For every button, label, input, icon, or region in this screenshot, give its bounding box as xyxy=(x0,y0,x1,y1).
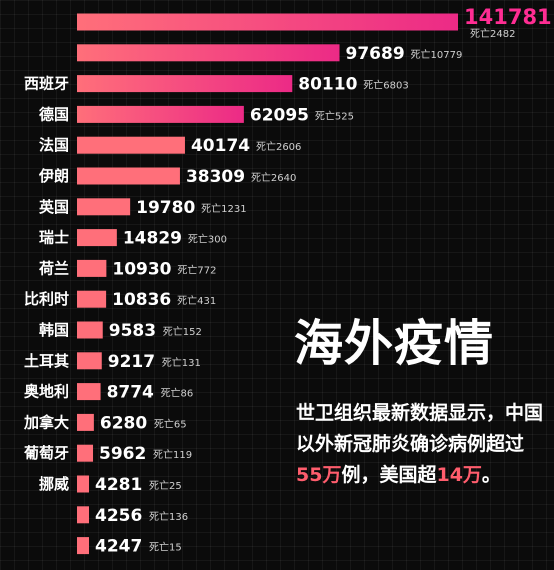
value-label: 10836 xyxy=(112,290,171,310)
bar xyxy=(77,321,103,339)
value-label: 8774 xyxy=(107,383,154,403)
deaths-label: 死亡6803 xyxy=(363,79,408,92)
note-text-2: 例，美国超 xyxy=(341,464,437,486)
value-label: 14829 xyxy=(123,229,182,249)
value-label: 4281 xyxy=(95,475,142,495)
bar xyxy=(77,13,458,31)
deaths-label: 死亡2482 xyxy=(470,27,515,40)
bar xyxy=(77,75,293,93)
deaths-label: 死亡131 xyxy=(162,356,201,369)
value-label: 6280 xyxy=(100,413,147,433)
value-label: 9217 xyxy=(108,352,155,372)
bar xyxy=(77,259,107,277)
deaths-label: 死亡525 xyxy=(315,109,354,122)
bar xyxy=(77,198,131,216)
country-label: 英国 xyxy=(39,198,69,216)
country-label: 加拿大 xyxy=(23,413,69,431)
bar xyxy=(77,383,101,401)
bar xyxy=(77,444,94,462)
bar xyxy=(77,229,117,247)
bar xyxy=(77,105,244,123)
value-label: 4256 xyxy=(95,506,142,526)
value-label: 40174 xyxy=(191,136,250,156)
country-label: 伊朗 xyxy=(38,167,69,185)
bar xyxy=(77,506,89,524)
note-highlight-1: 55万 xyxy=(296,464,342,486)
country-label: 韩国 xyxy=(39,321,69,339)
value-label: 9583 xyxy=(109,321,156,341)
deaths-label: 死亡2640 xyxy=(251,171,296,184)
deaths-label: 死亡65 xyxy=(154,417,187,430)
value-label: 97689 xyxy=(346,44,405,64)
bar xyxy=(77,352,102,370)
country-label: 奥地利 xyxy=(24,383,69,401)
country-label: 挪威 xyxy=(39,475,69,493)
note-highlight-2: 14万 xyxy=(436,464,482,486)
deaths-label: 死亡300 xyxy=(188,233,227,246)
value-label: 80110 xyxy=(298,75,357,95)
country-label: 土耳其 xyxy=(24,352,69,370)
note-text-3: 。 xyxy=(481,464,501,486)
country-label: 比利时 xyxy=(24,290,69,308)
deaths-label: 死亡772 xyxy=(177,263,216,276)
value-label: 5962 xyxy=(99,444,146,464)
chart-title: 海外疫情 xyxy=(294,314,495,372)
deaths-label: 死亡136 xyxy=(149,510,188,523)
bar xyxy=(77,413,94,431)
deaths-label: 死亡1231 xyxy=(201,202,246,215)
value-label: 19780 xyxy=(136,198,195,218)
note-text-1: 世卫组织最新数据显示，中国以外新冠肺炎确诊病例超过 xyxy=(296,402,544,455)
bar xyxy=(77,290,107,308)
bar xyxy=(77,44,340,62)
deaths-label: 死亡10779 xyxy=(411,48,463,61)
value-label: 62095 xyxy=(250,105,309,125)
country-label: 瑞士 xyxy=(39,229,69,247)
country-label: 荷兰 xyxy=(39,259,69,277)
deaths-label: 死亡152 xyxy=(163,325,202,338)
deaths-label: 死亡86 xyxy=(161,387,194,400)
summary-note: 世卫组织最新数据显示，中国以外新冠肺炎确诊病例超过 55万例，美国超14万。 xyxy=(296,398,546,491)
bar xyxy=(77,475,89,493)
bar xyxy=(77,167,180,185)
value-label: 4247 xyxy=(95,537,142,557)
country-label: 法国 xyxy=(39,136,69,154)
country-label: 葡萄牙 xyxy=(23,444,69,462)
deaths-label: 死亡2606 xyxy=(256,140,301,153)
value-label: 38309 xyxy=(186,167,245,187)
deaths-label: 死亡25 xyxy=(149,479,182,492)
deaths-label: 死亡431 xyxy=(177,294,216,307)
bar xyxy=(77,537,89,555)
bar xyxy=(77,136,185,154)
value-label: 10930 xyxy=(112,259,171,279)
country-label: 德国 xyxy=(39,105,69,123)
deaths-label: 死亡119 xyxy=(153,448,192,461)
deaths-label: 死亡15 xyxy=(149,541,182,554)
country-label: 西班牙 xyxy=(24,75,69,93)
value-label: 141781 xyxy=(464,5,552,29)
